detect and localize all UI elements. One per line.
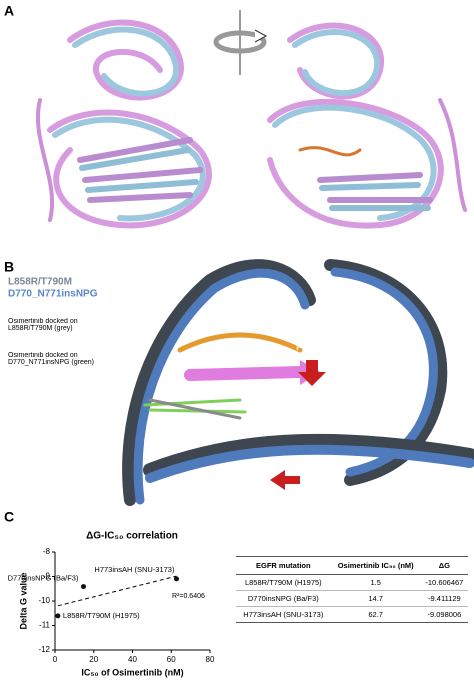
scatter-chart: ΔG-IC₅₀ correlation -8 -9 -10 -11 -120 20 40 60 8…	[8, 531, 215, 678]
annotation-box: Osimertinib docked on L858R/T790M (grey)	[8, 318, 78, 332]
table-cell: -9.098006	[420, 606, 468, 623]
trendline	[57, 575, 177, 607]
y-tick-label: -10	[38, 596, 50, 605]
table-cell: Osimertinib IC₅₀ (nM)	[330, 556, 421, 575]
table-cell: -10.606467	[420, 574, 468, 591]
table-cell: 14.7	[330, 590, 421, 607]
p-loop-arrow	[298, 360, 326, 386]
table-cell: H773insAH (SNU-3173)	[236, 606, 331, 623]
annotation: R²=0.6406	[172, 593, 205, 600]
annotation: P-loop	[296, 342, 322, 352]
x-axis-label: IC₅₀ of Osimertinib (nM)	[81, 667, 183, 677]
y-axis-label: Delta G value	[18, 572, 28, 629]
table-cell: ΔG	[420, 556, 468, 575]
annotation: insertion	[285, 465, 315, 474]
table-cell: -9.411129	[420, 590, 468, 607]
panel-label: C	[4, 509, 14, 525]
table-cell: L858R/T790M (H1975)	[236, 574, 331, 591]
x-tick-label: 80	[206, 655, 215, 664]
data-point	[173, 576, 179, 582]
annotation: Osimertinib docked on L858R/T790M (grey)	[8, 318, 78, 332]
table-cell: EGFR mutation	[236, 556, 331, 575]
y-tick-label: -11	[39, 621, 51, 630]
table-cell: 62.7	[330, 606, 421, 623]
table-row: H773insAH (SNU-3173) 62.7 -9.098006	[236, 606, 468, 623]
chart-title: ΔG-IC₅₀ correlation	[86, 531, 178, 542]
rotation-icon	[213, 10, 268, 75]
legend-label: D770_N771insNPG	[8, 289, 98, 300]
x-tick-label: 60	[167, 655, 176, 664]
table-row: D770insNPG (Ba/F3) 14.7 -9.411129	[236, 590, 468, 607]
data-point	[55, 613, 61, 619]
protein-structure-right	[267, 22, 467, 229]
panel-label: B	[4, 259, 14, 275]
table-row: L858R/T790M (H1975) 1.5 -10.606467	[236, 574, 468, 591]
annotation-box: Osimertinib docked on D770_N771insNPG (g…	[8, 352, 94, 366]
y-tick-label: -12	[38, 645, 50, 654]
point-label: D770insNPG (Ba/F3)	[8, 574, 79, 583]
x-tick-label: 40	[128, 655, 137, 664]
y-tick-label: -8	[43, 547, 51, 556]
y-tick-label: -9	[43, 572, 51, 581]
x-tick-label: 0	[53, 655, 58, 664]
protein-structure-left	[35, 19, 212, 229]
table-cell: D770insNPG (Ba/F3)	[236, 590, 331, 607]
panel-label: A	[4, 3, 14, 19]
annotation: Osimertinib docked on D770_N771insNPG (g…	[8, 352, 94, 366]
insertion-arrow	[270, 470, 300, 490]
data-point	[80, 584, 86, 590]
point-label: H773insAH (SNU-3173)	[94, 565, 175, 574]
protein-structure-zoom	[122, 259, 474, 506]
point-label: L858R/T790M (H1975)	[63, 611, 140, 620]
table-cell: 1.5	[330, 574, 421, 591]
data-table: EGFR mutation Osimertinib IC₅₀ (nM) ΔG L858…	[236, 556, 468, 623]
x-tick-label: 20	[89, 655, 98, 664]
legend-label: L858R/T790M	[8, 277, 72, 288]
